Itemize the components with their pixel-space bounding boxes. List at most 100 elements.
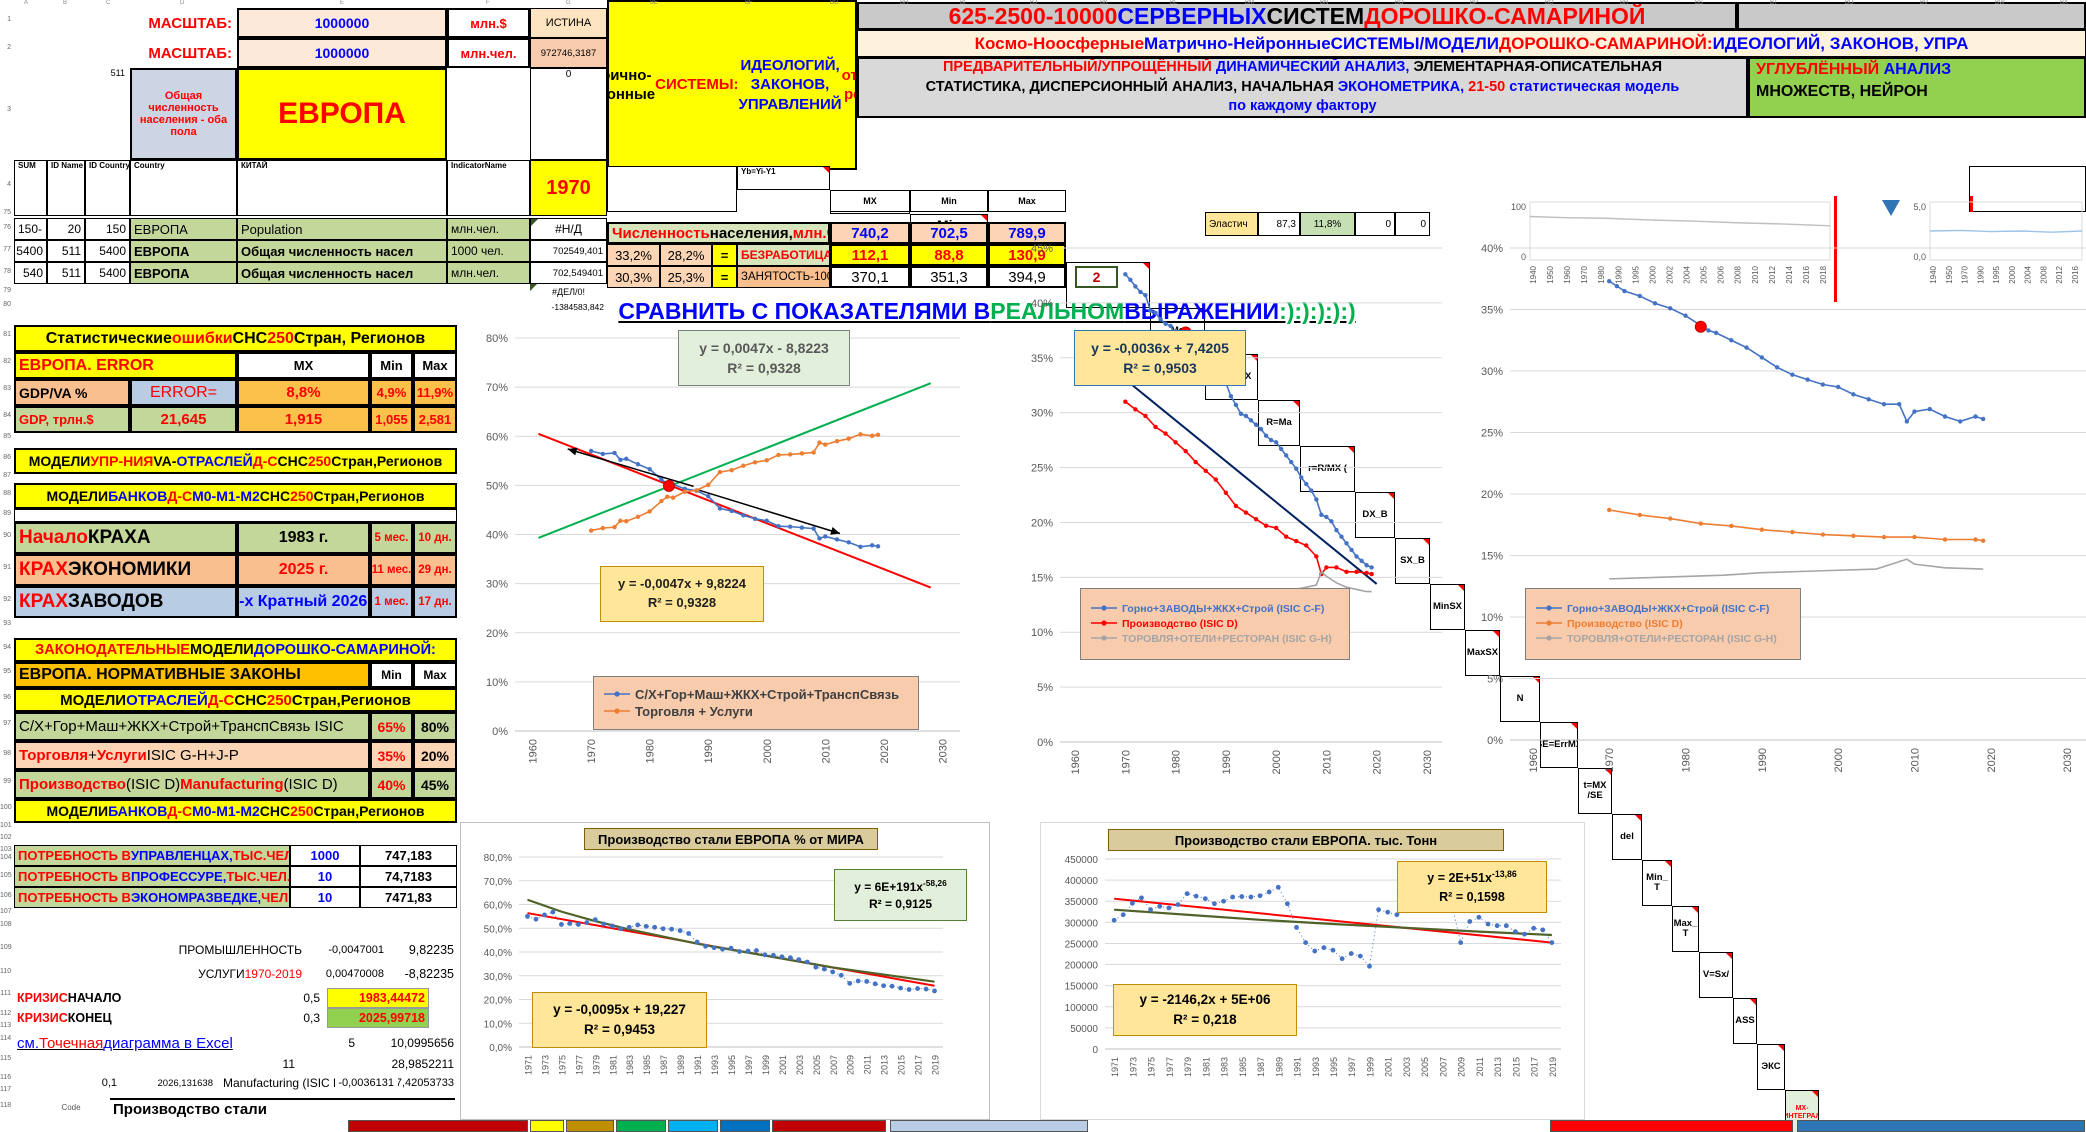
need-row-value[interactable]: 747,183 <box>360 845 457 866</box>
row77-idcountry[interactable]: 5400 <box>85 240 130 262</box>
unemployment-min[interactable]: 88,8 <box>910 244 988 266</box>
row77-idname[interactable]: 511 <box>47 240 85 262</box>
row76-idcountry[interactable]: 150 <box>85 218 130 240</box>
row76-unit[interactable]: млн.чел. <box>447 218 530 240</box>
gdp-min[interactable]: 1,055 <box>370 406 413 433</box>
need-row-base[interactable]: 10 <box>290 887 360 908</box>
crash-row-days[interactable]: 29 дн. <box>413 554 457 586</box>
sheet-tab-segment[interactable] <box>772 1120 886 1132</box>
row76-sum[interactable]: 150- <box>14 218 47 240</box>
crisis-end-year[interactable]: 2025,99718 <box>327 1008 429 1028</box>
unemployment-pct1[interactable]: 33,2% <box>607 244 660 266</box>
row78-indicator[interactable]: Общая численность насел <box>237 262 447 284</box>
sheet-tab-segment[interactable] <box>720 1120 770 1132</box>
crash-row-months[interactable]: 11 мес. <box>370 554 413 586</box>
row78-sum[interactable]: 540 <box>14 262 47 284</box>
equation-box: y = -0,0036x + 7,4205 R² = 0,9503 <box>1074 330 1246 386</box>
legend-label: Производство (ISIC D) <box>1567 618 1683 630</box>
row76-indicator[interactable]: Population <box>237 218 447 240</box>
row77-unit[interactable]: 1000 чел. <box>447 240 530 262</box>
population-raw-cell[interactable]: 972746,3187 <box>530 38 607 68</box>
year-cell[interactable]: 1970 <box>530 160 607 216</box>
crisis-start-year[interactable]: 1983,44472 <box>327 988 429 1008</box>
elastic-v2[interactable]: 11,8% <box>1300 212 1355 236</box>
employment-pct2[interactable]: 25,3% <box>660 266 712 288</box>
row76-idname[interactable]: 20 <box>47 218 85 240</box>
row-number: 81 <box>3 331 11 338</box>
row-number: 101 <box>0 822 12 829</box>
scatter-chart-link[interactable]: см. Точечная диаграмма в Excel <box>14 1032 294 1054</box>
population-min[interactable]: 702,5 <box>910 222 988 244</box>
elastic-v1[interactable]: 87,3 <box>1258 212 1300 236</box>
need-row-value[interactable]: 7471,83 <box>360 887 457 908</box>
row77-country[interactable]: ЕВРОПА <box>130 240 237 262</box>
crash-row-months[interactable]: 5 мес. <box>370 522 413 554</box>
row78-value[interactable]: 702,549401 <box>530 262 607 284</box>
gdpva-mx[interactable]: 8,8% <box>237 379 370 406</box>
sheet-tab-segment[interactable] <box>890 1120 1088 1132</box>
need-row-base[interactable]: 10 <box>290 866 360 887</box>
section-zakon-title: ЗАКОНОДАТЕЛЬНЫЕ МОДЕЛИ ДОРОШКО-САМАРИНОЙ… <box>14 638 457 662</box>
row77-indicator[interactable]: Общая численность насел <box>237 240 447 262</box>
column-letter: B <box>63 0 68 6</box>
gdp-max[interactable]: 2,581 <box>413 406 457 433</box>
svg-text:1983: 1983 <box>1220 1057 1230 1077</box>
sheet-tab-segment[interactable] <box>530 1120 564 1132</box>
count-two-cell[interactable]: 2 <box>1075 266 1118 288</box>
crash-row-year[interactable]: 1983 г. <box>237 522 370 554</box>
gdp-mx[interactable]: 1,915 <box>237 406 370 433</box>
crisis-end-label: КРИЗИС КОНЕЦ <box>14 1008 164 1028</box>
population-mx[interactable]: 740,2 <box>830 222 910 244</box>
istina-cell[interactable]: ИСТИНА <box>530 8 607 38</box>
industry-model-min[interactable]: 35% <box>370 741 413 770</box>
crash-row-months[interactable]: 1 мес. <box>370 586 413 618</box>
crash-row-year[interactable]: 4-х Кратный 2026г. <box>237 586 370 618</box>
unemployment-max[interactable]: 130,9 <box>988 244 1066 266</box>
need-row-base[interactable]: 1000 <box>290 845 360 866</box>
gdpva-max[interactable]: 11,9% <box>413 379 457 406</box>
elastic-v3[interactable]: 0 <box>1355 212 1395 236</box>
sheet-tab-segment[interactable] <box>348 1120 528 1132</box>
employment-pct1[interactable]: 30,3% <box>607 266 660 288</box>
employment-mx[interactable]: 370,1 <box>830 266 910 288</box>
population-max[interactable]: 789,9 <box>988 222 1066 244</box>
industry-model-min[interactable]: 65% <box>370 712 413 741</box>
row76-value[interactable]: #Н/Д <box>530 218 607 240</box>
elastic-v4[interactable]: 0 <box>1395 212 1430 236</box>
row77-sum[interactable]: 5400 <box>14 240 47 262</box>
crash-row-days[interactable]: 17 дн. <box>413 586 457 618</box>
employment-max[interactable]: 394,9 <box>988 266 1066 288</box>
scale-value-2[interactable]: 1000000 <box>237 38 447 68</box>
sheet-tab-segment[interactable] <box>1550 1120 1793 1132</box>
scale-value-1[interactable]: 1000000 <box>237 8 447 38</box>
gdp-value[interactable]: 21,645 <box>130 406 237 433</box>
crash-row-days[interactable]: 10 дн. <box>413 522 457 554</box>
row77-value[interactable]: 702549,401 <box>530 240 607 262</box>
sheet-tab-segment[interactable] <box>668 1120 718 1132</box>
industry-model-min[interactable]: 40% <box>370 770 413 799</box>
row78-idcountry[interactable]: 5400 <box>85 262 130 284</box>
row78-country[interactable]: ЕВРОПА <box>130 262 237 284</box>
sheet-tab-segment[interactable] <box>1797 1120 2085 1132</box>
legend-entry: Производство (ISIC D) <box>1091 618 1349 631</box>
col-header-id-country: ID Country <box>85 160 130 216</box>
industry-model-max[interactable]: 80% <box>413 712 457 741</box>
region-name-cell[interactable]: ЕВРОПА <box>237 68 447 160</box>
industry-model-max[interactable]: 45% <box>413 770 457 799</box>
svg-text:1987: 1987 <box>659 1055 669 1075</box>
unemployment-mx[interactable]: 112,1 <box>830 244 910 266</box>
svg-text:1990: 1990 <box>1614 265 1623 283</box>
industry-model-max[interactable]: 20% <box>413 741 457 770</box>
zero-cell[interactable]: 0 <box>530 68 607 160</box>
sheet-tab-segment[interactable] <box>616 1120 666 1132</box>
need-row-value[interactable]: 74,7183 <box>360 866 457 887</box>
sheet-tab-segment[interactable] <box>566 1120 614 1132</box>
text-segment: СНС <box>259 803 291 819</box>
row78-unit[interactable]: млн.чел. <box>447 262 530 284</box>
gdpva-min[interactable]: 4,9% <box>370 379 413 406</box>
row78-idname[interactable]: 511 <box>47 262 85 284</box>
row76-country[interactable]: ЕВРОПА <box>130 218 237 240</box>
employment-min[interactable]: 351,3 <box>910 266 988 288</box>
crash-row-year[interactable]: 2025 г. <box>237 554 370 586</box>
unemployment-pct2[interactable]: 28,2% <box>660 244 712 266</box>
